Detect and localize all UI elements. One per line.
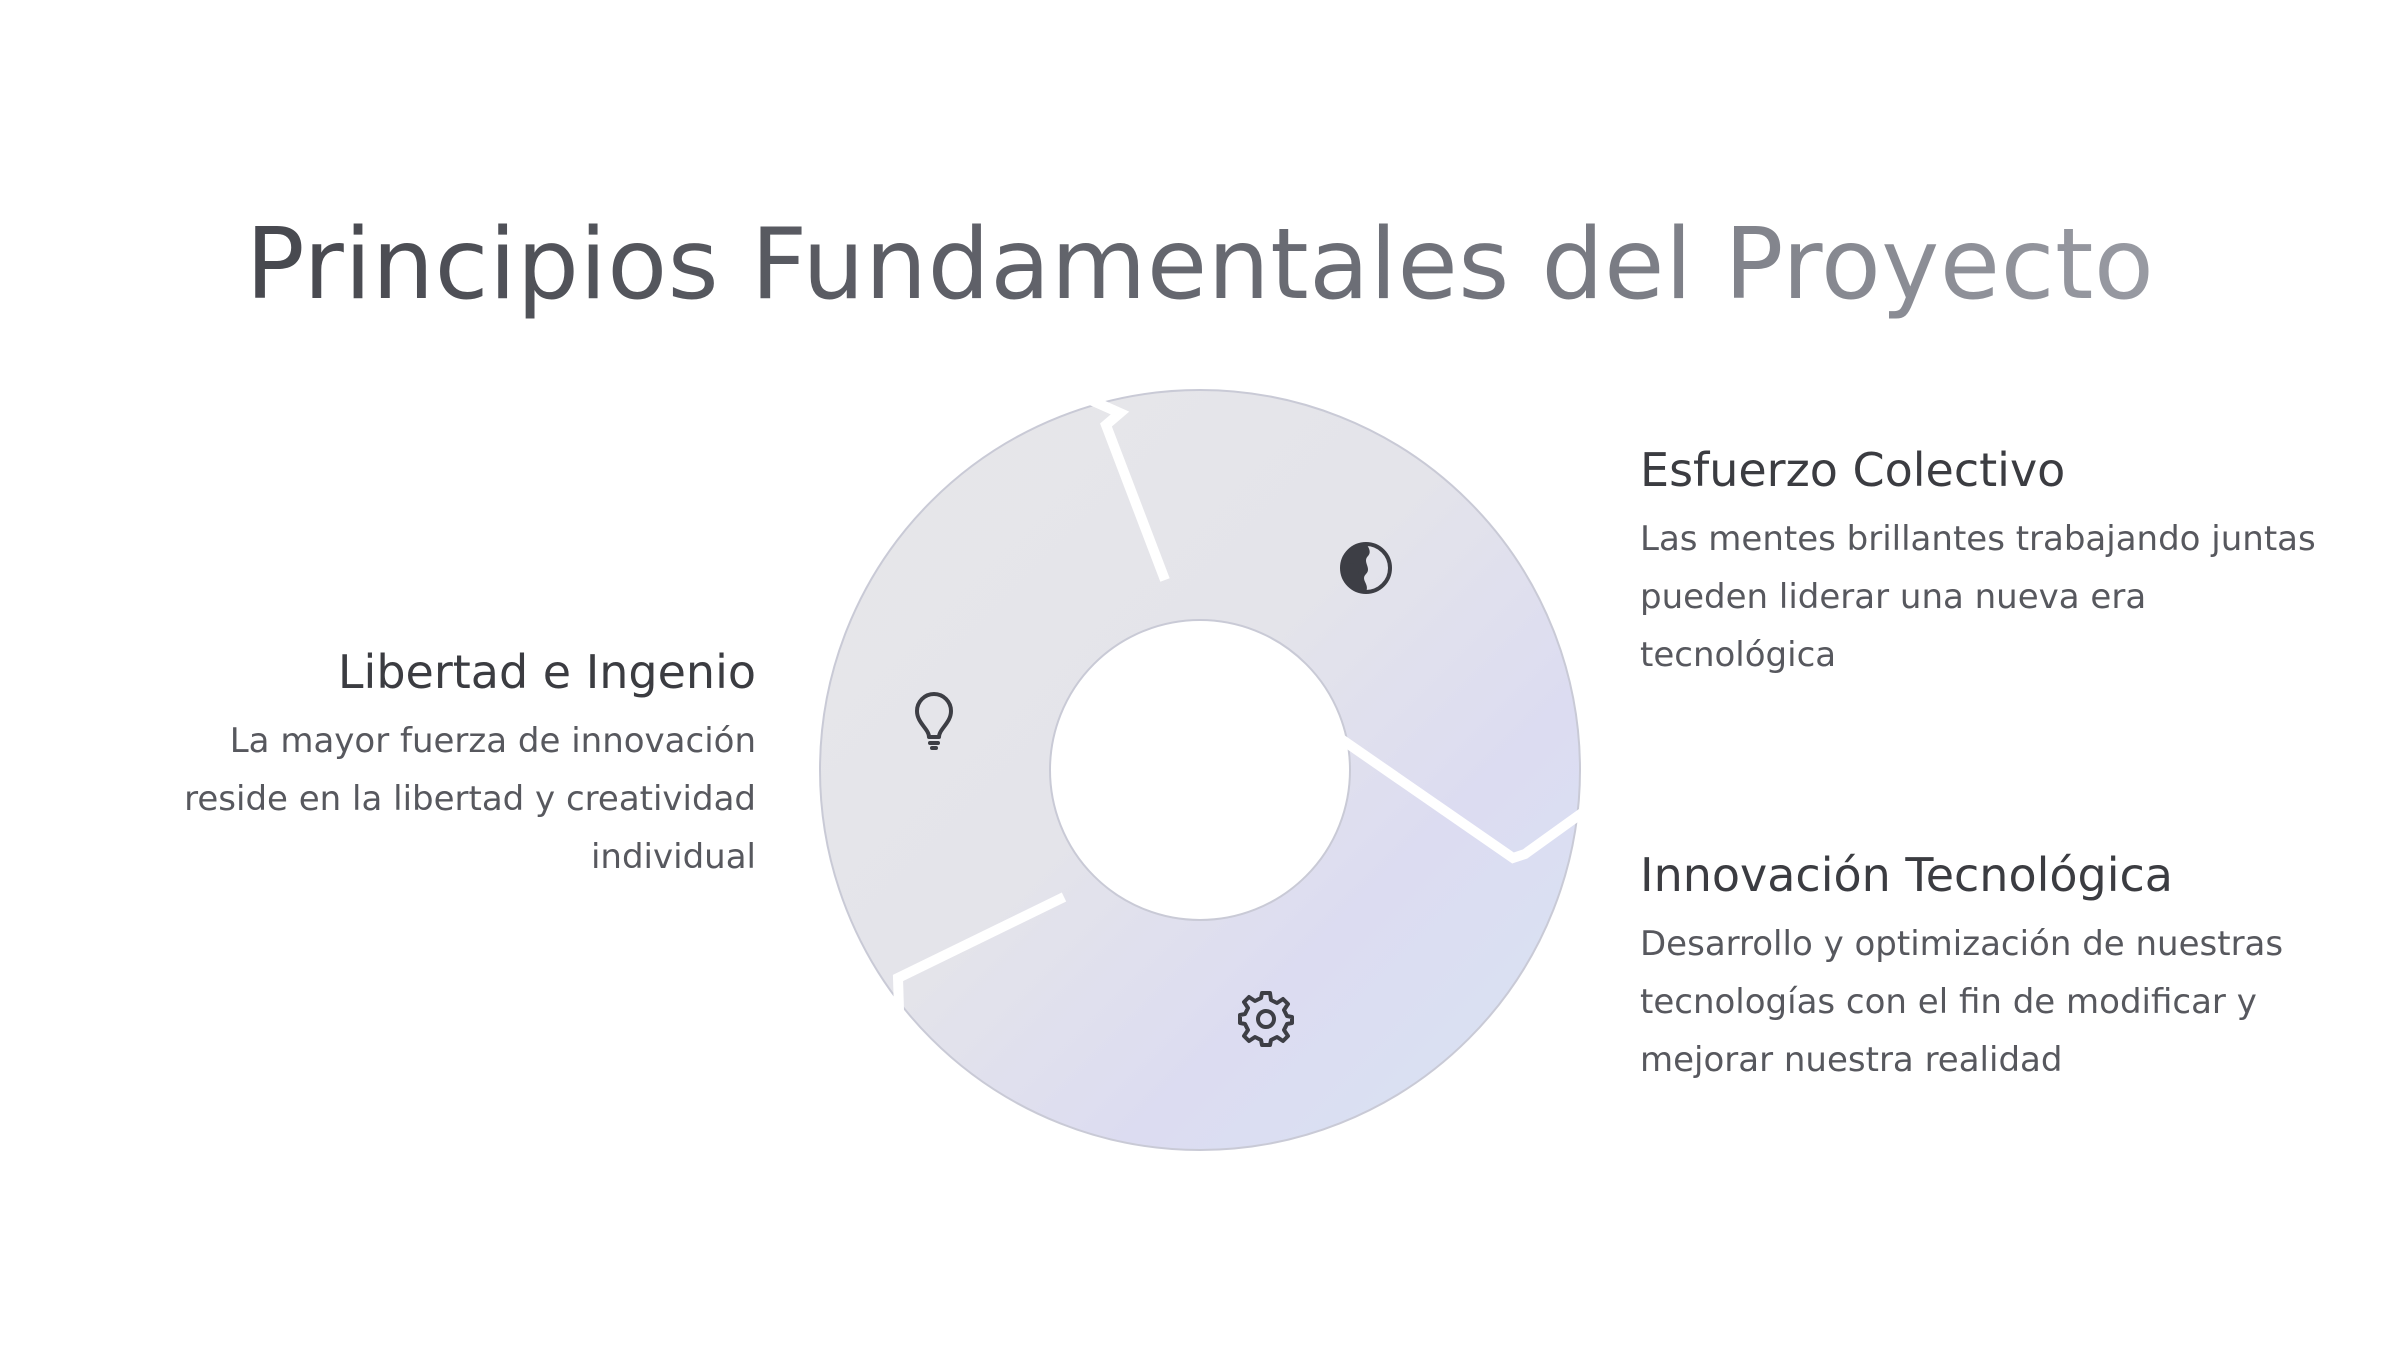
divider-right: [1328, 727, 1600, 864]
principle-innovacion: Innovación Tecnológica Desarrollo y opti…: [1640, 845, 2340, 1089]
principle-heading: Libertad e Ingenio: [337, 645, 756, 699]
page-title: Principios Fundamentales del Proyecto: [0, 200, 2400, 330]
principle-esfuerzo: Esfuerzo Colectivo Las mentes brillantes…: [1640, 440, 2340, 684]
principle-libertad: Libertad e Ingenio La mayor fuerza de in…: [130, 642, 756, 886]
cycle-diagram: [819, 370, 1600, 1151]
principle-description: Las mentes brillantes trabajando juntas …: [1640, 519, 2316, 675]
divider-top: [1010, 370, 1170, 582]
segment-dividers: [892, 370, 1600, 1123]
principle-heading: Esfuerzo Colectivo: [1640, 443, 2066, 497]
principle-heading: Innovación Tecnológica: [1640, 848, 2173, 902]
divider-bottom: [892, 892, 1067, 1123]
gear-icon: [1238, 991, 1294, 1047]
lightbulb-icon: [915, 692, 953, 750]
cycle-ring: [819, 389, 1581, 1151]
minds-icon: [1340, 542, 1392, 594]
principle-description: La mayor fuerza de innovación reside en …: [184, 721, 756, 877]
cycle-ring-hole: [1049, 619, 1351, 921]
principle-description: Desarrollo y optimización de nuestras te…: [1640, 924, 2284, 1080]
